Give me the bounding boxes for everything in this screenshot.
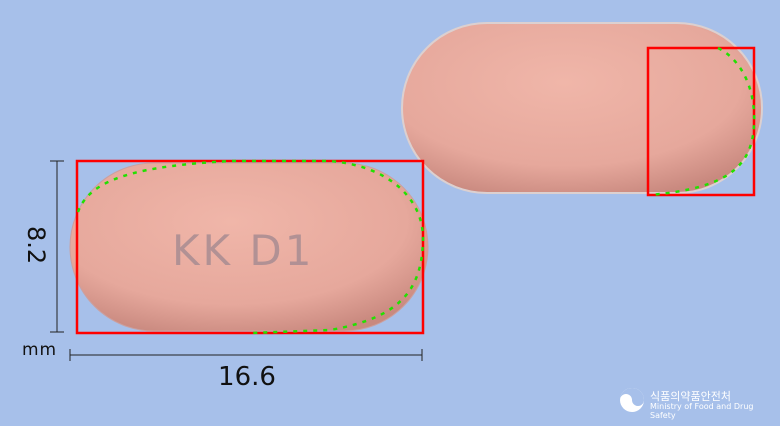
organization-name-english: Ministry of Food and Drug Safety: [650, 402, 754, 420]
width-value-label: 16.6: [218, 362, 276, 392]
back-end-bounding-box: [646, 46, 756, 197]
height-value-label: 8.2: [22, 226, 50, 265]
height-dimension-line: [50, 160, 64, 333]
front-bounding-box: [75, 159, 425, 335]
width-dimension-line: [69, 349, 423, 361]
pill-back: [401, 22, 763, 194]
pill-front: [69, 162, 429, 332]
mfds-logo-icon: [620, 388, 644, 412]
pill-imprint: KK D1: [172, 226, 315, 275]
front-contour: [76, 159, 425, 335]
unit-label: mm: [22, 340, 58, 360]
organization-name-korean: 식품의약품안전처: [650, 390, 731, 403]
